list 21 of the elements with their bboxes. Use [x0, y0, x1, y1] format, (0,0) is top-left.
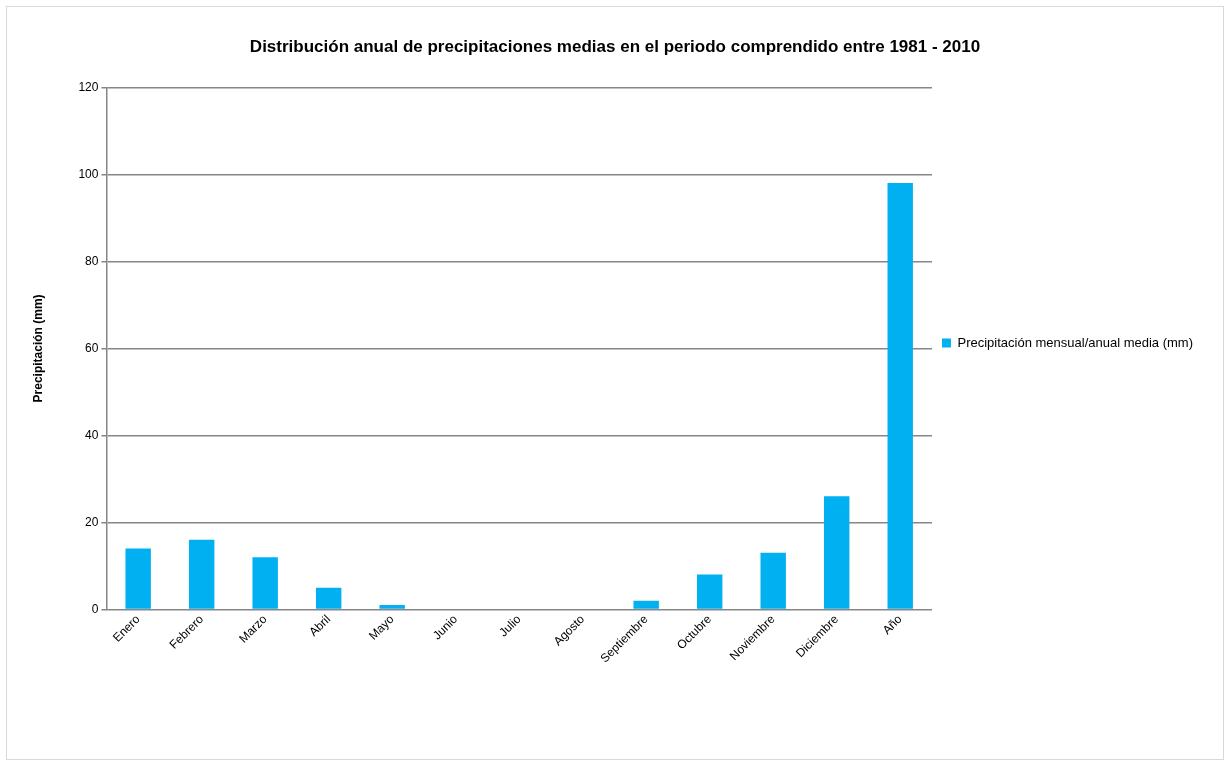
y-tick-label: 0 — [91, 601, 99, 616]
bar — [125, 548, 151, 609]
x-tick-label: Año — [879, 611, 905, 638]
y-tick-label: 80 — [85, 253, 99, 268]
bar — [760, 552, 786, 609]
y-tick-label: 40 — [85, 427, 99, 442]
bar — [824, 496, 850, 609]
y-tick-label: 60 — [85, 340, 99, 355]
bar — [379, 605, 405, 609]
y-axis-title: Precipitación (mm) — [30, 294, 45, 403]
y-tick-label: 120 — [78, 79, 99, 94]
bar — [887, 183, 913, 609]
bar — [633, 600, 659, 609]
y-tick-label: 20 — [85, 514, 99, 529]
legend-label: Precipitación mensual/anual media (mm) — [957, 334, 1193, 350]
bar — [315, 587, 342, 609]
chart-title: Distribución anual de precipitaciones medias en el periodo comprendido entre 1981 - 2010 — [249, 36, 981, 56]
bar — [188, 539, 215, 609]
bar — [697, 574, 723, 609]
bar — [252, 557, 278, 609]
y-tick-label: 100 — [78, 166, 99, 181]
